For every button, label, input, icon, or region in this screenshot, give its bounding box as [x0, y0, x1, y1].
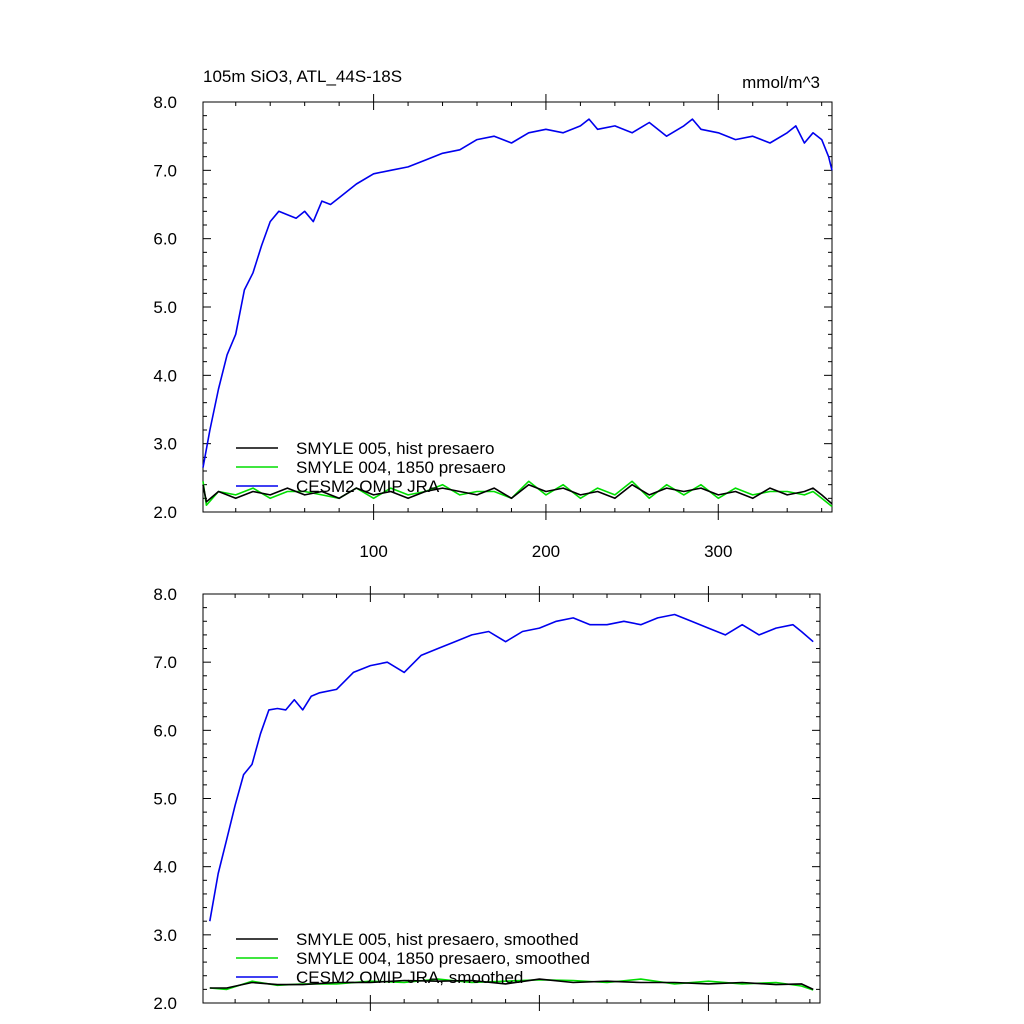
y-tick-label: 7.0	[153, 161, 177, 180]
legend-label: SMYLE 005, hist presaero	[296, 439, 494, 458]
y-tick-label: 3.0	[153, 435, 177, 454]
x-tick-label: 300	[704, 542, 732, 561]
y-tick-label: 5.0	[153, 790, 177, 809]
legend-label: SMYLE 004, 1850 presaero, smoothed	[296, 949, 590, 968]
series-line	[202, 118, 833, 468]
x-tick-label: 200	[532, 542, 560, 561]
y-tick-label: 4.0	[153, 366, 177, 385]
y-tick-label: 2.0	[153, 503, 177, 522]
legend-label: CESM2 OMIP JRA	[296, 477, 440, 496]
right-title: mmol/m^3	[742, 73, 820, 92]
legend-label: SMYLE 005, hist presaero, smoothed	[296, 930, 579, 949]
y-tick-label: 3.0	[153, 926, 177, 945]
series-line	[209, 978, 814, 991]
y-tick-label: 6.0	[153, 721, 177, 740]
y-tick-label: 4.0	[153, 858, 177, 877]
series-line	[202, 483, 833, 505]
y-tick-label: 6.0	[153, 230, 177, 249]
left-title: 105m SiO3, ATL_44S-18S	[203, 67, 402, 86]
bottom-panel: 2.0 3.0 4.0 5.0 6.0 7.0 8.0 SMYLE 005, hist pre…	[153, 585, 821, 1013]
x-tick-label: 100	[359, 542, 387, 561]
y-tick-label: 8.0	[153, 93, 177, 112]
series-line	[209, 613, 814, 922]
y-tick-label: 7.0	[153, 653, 177, 672]
legend-label: SMYLE 004, 1850 presaero	[296, 458, 506, 477]
y-tick-label: 8.0	[153, 585, 177, 604]
top-panel: 2.0 3.0 4.0 5.0 6.0 7.0 8.0 100 200 300 SMYLE 005,…	[153, 93, 833, 561]
y-tick-label: 2.0	[153, 994, 177, 1013]
legend-label: CESM2 OMIP JRA, smoothed	[296, 968, 523, 987]
y-tick-label: 5.0	[153, 298, 177, 317]
